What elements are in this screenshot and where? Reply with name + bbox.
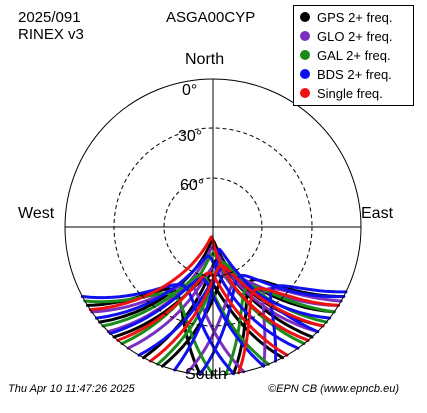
legend-item-glo: GLO 2+ freq. [300, 28, 393, 44]
elevation-label-30: 30° [178, 128, 202, 145]
legend-item-bds: BDS 2+ freq. [300, 66, 392, 82]
legend-item-gps: GPS 2+ freq. [300, 9, 393, 25]
legend-item-single: Single freq. [300, 85, 383, 101]
satellite-tracks [80, 235, 348, 377]
legend-label: Single freq. [317, 85, 383, 101]
direction-north: North [185, 51, 225, 68]
track-4-7 [269, 284, 348, 363]
direction-east: East [361, 205, 394, 222]
footer-credit: ©EPN CB (www.epncb.eu) [268, 383, 399, 395]
legend-marker [300, 69, 310, 79]
direction-south: South [185, 366, 227, 383]
legend-label: GAL 2+ freq. [317, 47, 391, 63]
rinex-version: RINEX v3 [18, 26, 84, 43]
track-5-3 [88, 235, 310, 342]
direction-west: West [18, 205, 55, 222]
track-5-4 [237, 287, 340, 375]
legend-marker [300, 50, 310, 60]
observation-date: 2025/091 [18, 9, 81, 26]
track-4-3 [80, 283, 236, 376]
legend-marker [300, 31, 310, 41]
elevation-label-60: 60° [180, 177, 204, 194]
legend-label: GPS 2+ freq. [317, 9, 393, 25]
track-5-1 [116, 271, 289, 357]
legend-label: GLO 2+ freq. [317, 28, 393, 44]
footer-timestamp: Thu Apr 10 11:47:26 2025 [8, 383, 135, 395]
legend-marker [300, 88, 310, 98]
track-4-6 [173, 247, 320, 372]
legend-label: BDS 2+ freq. [317, 66, 392, 82]
legend-marker [300, 12, 310, 22]
legend-item-gal: GAL 2+ freq. [300, 47, 391, 63]
elevation-label-0: 0° [182, 82, 197, 99]
station-name: ASGA00CYP [166, 9, 256, 26]
track-4-1 [94, 254, 300, 350]
legend: GPS 2+ freq. GLO 2+ freq. GAL 2+ freq. B… [293, 5, 414, 106]
